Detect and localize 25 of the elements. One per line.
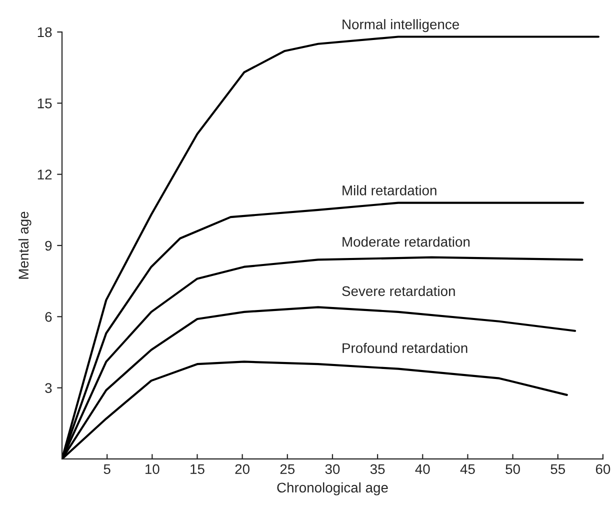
- y-tick-label: 15: [38, 98, 52, 108]
- x-tick-label: 30: [325, 464, 340, 474]
- x-tick-label: 35: [370, 464, 385, 474]
- x-tick-label: 5: [104, 464, 110, 474]
- x-tick-label: 50: [506, 464, 520, 474]
- y-tick-label: 18: [38, 27, 52, 38]
- y-axis-title: Mental age: [18, 212, 32, 279]
- x-tick-label: 40: [415, 464, 430, 474]
- y-tick-label: 6: [45, 312, 52, 322]
- x-tick-label: 45: [460, 464, 475, 474]
- series-label: Moderate retardation: [342, 236, 470, 247]
- y-tick-label: 12: [38, 170, 52, 180]
- x-tick-label: 15: [190, 464, 204, 474]
- x-tick-label: 55: [550, 464, 566, 474]
- series-label: Profound retardation: [342, 342, 468, 354]
- y-tick-label: 9: [45, 240, 52, 251]
- x-tick-label: 60: [596, 464, 610, 474]
- x-axis-title: Chronological age: [277, 482, 388, 496]
- series-label: Mild retardation: [342, 185, 436, 196]
- x-tick-label: 10: [146, 464, 160, 474]
- series-label: Severe retardation: [342, 286, 455, 296]
- x-tick-label: 20: [235, 464, 250, 474]
- x-tick-label: 25: [280, 464, 295, 474]
- series-label: Normal intelligence: [342, 19, 459, 32]
- y-tick-label: 3: [45, 383, 52, 393]
